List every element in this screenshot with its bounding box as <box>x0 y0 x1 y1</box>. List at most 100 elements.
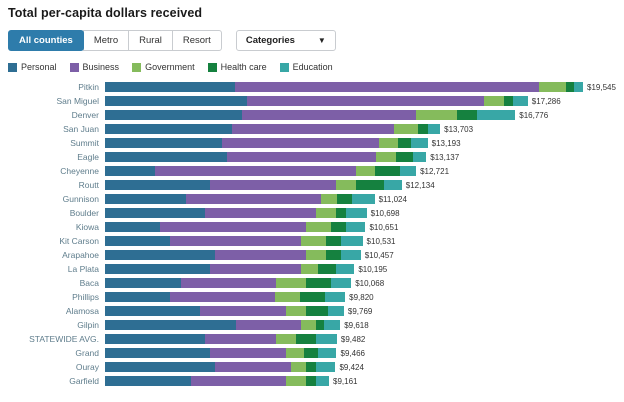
bar-segment-government[interactable] <box>285 305 307 317</box>
bar-segment-education[interactable] <box>345 207 367 219</box>
bar-segment-business[interactable] <box>234 81 540 93</box>
bar-segment-business[interactable] <box>169 291 275 303</box>
bar-segment-personal[interactable] <box>105 221 161 233</box>
bar-segment-government[interactable] <box>285 375 306 387</box>
bar-segment-health-care[interactable] <box>457 109 477 121</box>
bar-segment-health-care[interactable] <box>398 137 411 149</box>
bar-segment-health-care[interactable] <box>396 151 414 163</box>
bar-segment-health-care[interactable] <box>356 179 385 191</box>
bar-segment-business[interactable] <box>246 95 485 107</box>
bar-segment-health-care[interactable] <box>296 333 317 345</box>
bar-segment-government[interactable] <box>305 221 331 233</box>
bar-segment-personal[interactable] <box>105 165 156 177</box>
bar-segment-personal[interactable] <box>105 333 206 345</box>
bar-segment-business[interactable] <box>222 137 379 149</box>
bar-segment-business[interactable] <box>160 221 306 233</box>
legend-item-education[interactable]: Education <box>279 62 333 72</box>
bar-segment-personal[interactable] <box>105 361 216 373</box>
bar-segment-education[interactable] <box>316 333 337 345</box>
bar-segment-personal[interactable] <box>105 193 186 205</box>
bar-segment-health-care[interactable] <box>330 221 346 233</box>
bar-segment-personal[interactable] <box>105 347 211 359</box>
bar-segment-education[interactable] <box>345 221 366 233</box>
tab-all-counties[interactable]: All counties <box>8 30 84 51</box>
bar-segment-education[interactable] <box>331 277 352 289</box>
bar-segment-government[interactable] <box>376 151 396 163</box>
bar-segment-personal[interactable] <box>105 123 233 135</box>
bar-segment-health-care[interactable] <box>325 249 341 261</box>
bar-segment-health-care[interactable] <box>306 277 332 289</box>
bar-segment-personal[interactable] <box>105 137 223 149</box>
bar-segment-education[interactable] <box>574 81 583 93</box>
bar-segment-health-care[interactable] <box>565 81 575 93</box>
bar-segment-government[interactable] <box>305 249 326 261</box>
bar-segment-education[interactable] <box>351 193 375 205</box>
legend-item-business[interactable]: Business <box>69 62 119 72</box>
bar-segment-personal[interactable] <box>105 179 211 191</box>
bar-segment-government[interactable] <box>484 95 504 107</box>
bar-segment-business[interactable] <box>180 277 277 289</box>
bar-segment-education[interactable] <box>413 151 427 163</box>
bar-segment-education[interactable] <box>427 123 441 135</box>
bar-segment-personal[interactable] <box>105 81 235 93</box>
bar-segment-education[interactable] <box>316 375 329 387</box>
legend-item-health-care[interactable]: Health care <box>207 62 267 72</box>
bar-segment-health-care[interactable] <box>503 95 514 107</box>
bar-segment-government[interactable] <box>355 165 376 177</box>
bar-segment-personal[interactable] <box>105 235 170 247</box>
bar-segment-health-care[interactable] <box>315 319 324 331</box>
bar-segment-business[interactable] <box>205 333 277 345</box>
bar-segment-education[interactable] <box>340 249 361 261</box>
bar-segment-health-care[interactable] <box>304 347 318 359</box>
bar-segment-business[interactable] <box>215 249 306 261</box>
bar-segment-health-care[interactable] <box>325 235 341 247</box>
bar-segment-government[interactable] <box>300 263 318 275</box>
bar-segment-education[interactable] <box>513 95 528 107</box>
bar-segment-business[interactable] <box>185 193 322 205</box>
bar-segment-government[interactable] <box>300 319 316 331</box>
bar-segment-education[interactable] <box>410 137 428 149</box>
bar-segment-education[interactable] <box>340 235 363 247</box>
bar-segment-health-care[interactable] <box>317 263 336 275</box>
bar-segment-government[interactable] <box>276 277 307 289</box>
bar-segment-business[interactable] <box>210 263 301 275</box>
bar-segment-education[interactable] <box>335 263 355 275</box>
bar-segment-government[interactable] <box>276 333 297 345</box>
bar-segment-personal[interactable] <box>105 277 181 289</box>
bar-segment-government[interactable] <box>315 207 336 219</box>
bar-segment-government[interactable] <box>378 137 399 149</box>
bar-segment-government[interactable] <box>300 235 326 247</box>
bar-segment-personal[interactable] <box>105 151 228 163</box>
legend-item-government[interactable]: Government <box>132 62 195 72</box>
bar-segment-personal[interactable] <box>105 207 206 219</box>
tab-resort[interactable]: Resort <box>171 30 222 51</box>
bar-segment-government[interactable] <box>393 123 419 135</box>
bar-segment-education[interactable] <box>323 319 341 331</box>
bar-segment-education[interactable] <box>316 361 336 373</box>
bar-segment-government[interactable] <box>336 179 357 191</box>
bar-segment-health-care[interactable] <box>336 193 352 205</box>
bar-segment-education[interactable] <box>328 305 344 317</box>
bar-segment-government[interactable] <box>321 193 337 205</box>
bar-segment-business[interactable] <box>241 109 416 121</box>
bar-segment-education[interactable] <box>384 179 402 191</box>
bar-segment-personal[interactable] <box>105 375 191 387</box>
categories-dropdown[interactable]: Categories ▼ <box>235 30 336 51</box>
bar-segment-business[interactable] <box>235 319 301 331</box>
bar-segment-business[interactable] <box>155 165 356 177</box>
bar-segment-personal[interactable] <box>105 263 211 275</box>
bar-segment-education[interactable] <box>476 109 516 121</box>
bar-segment-business[interactable] <box>200 305 286 317</box>
bar-segment-health-care[interactable] <box>305 375 316 387</box>
bar-segment-business[interactable] <box>210 179 337 191</box>
bar-segment-business[interactable] <box>232 123 394 135</box>
bar-segment-education[interactable] <box>325 291 346 303</box>
bar-segment-government[interactable] <box>539 81 566 93</box>
tab-metro[interactable]: Metro <box>82 30 130 51</box>
bar-segment-government[interactable] <box>290 361 306 373</box>
bar-segment-education[interactable] <box>318 347 337 359</box>
legend-item-personal[interactable]: Personal <box>8 62 57 72</box>
bar-segment-personal[interactable] <box>105 291 170 303</box>
bar-segment-health-care[interactable] <box>306 305 329 317</box>
bar-segment-personal[interactable] <box>105 95 247 107</box>
